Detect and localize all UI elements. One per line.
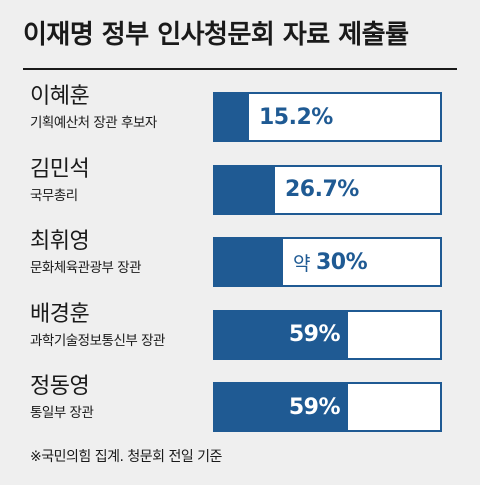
title-divider [23,68,457,70]
nominee-role: 과학기술정보통신부 장관 [30,332,165,349]
value-text: 59% [288,394,341,420]
bar-track: 15.2% [213,92,442,142]
nominee-role: 통일부 장관 [30,405,94,421]
bar-track: 약 30% [213,237,442,287]
nominee-name: 김민석 [30,156,90,182]
nominee-name: 정동영 [30,374,90,399]
data-label: 15.2% [259,94,333,140]
data-label: 약 30% [293,239,368,285]
value-text: 15.2% [259,104,333,130]
data-label: 59% [288,312,341,358]
chart-header: 이재명 정부 인사청문회 자료 제출률 [23,22,409,48]
nominee-name: 이혜훈 [30,84,90,109]
bar-track: 26.7% [213,164,442,215]
value-text: 30% [315,249,368,275]
data-label: 26.7% [285,167,359,213]
value-text: 59% [288,322,341,347]
nominee-role: 문화체육관광부 장관 [30,260,142,276]
bar [215,311,348,358]
source-note: ※국민의힘 집계. 청문회 전일 기준 [30,449,222,465]
bar [215,166,275,213]
value-prefix: 약 [293,252,310,275]
nominee-name: 배경훈 [30,301,90,327]
nominee-role: 국무총리 [30,187,78,204]
bar-track: 59% [213,382,442,432]
bar [215,239,283,285]
value-text: 26.7% [285,177,359,202]
bar [215,94,249,140]
nominee-role: 기획예산처 장관 후보자 [30,115,157,131]
data-label: 59% [288,384,341,430]
bar [215,384,348,430]
bar-track: 59% [213,309,442,360]
nominee-name: 최휘영 [30,229,90,254]
chart-title: 이재명 정부 인사청문회 자료 제출률 [23,20,409,50]
